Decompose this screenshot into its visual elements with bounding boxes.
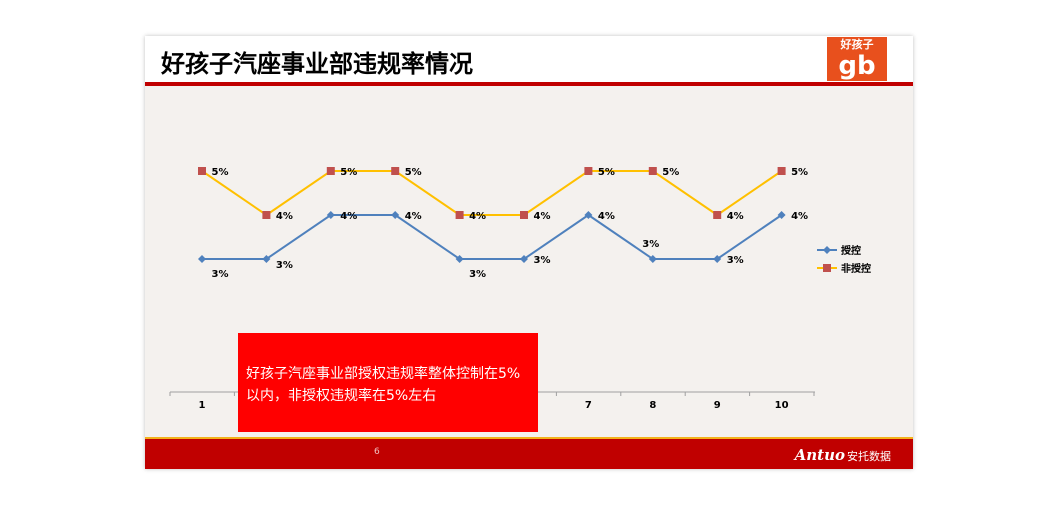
data-point-diamond (648, 255, 657, 263)
data-point-diamond (326, 211, 335, 219)
logo-top-text: 好孩子 (840, 38, 874, 51)
x-tick-label: 8 (649, 400, 656, 411)
callout-box: 好孩子汽座事业部授权违规率整体控制在5%以内，非授权违规率在5%左右 (238, 333, 538, 432)
legend-marker-diamond (823, 246, 831, 254)
x-tick-label: 7 (585, 400, 592, 411)
slide: 好孩子汽座事业部违规率情况 好孩子 gb 123456789103%3%4%4%… (145, 36, 913, 469)
data-label: 4% (340, 211, 357, 222)
logo-main-text: gb (838, 51, 876, 81)
data-point-diamond (713, 255, 722, 263)
data-label: 3% (534, 255, 551, 266)
data-point-square (648, 167, 657, 175)
data-label: 4% (469, 211, 486, 222)
brand-logo-text: Antuo (794, 446, 845, 464)
legend-label: 授控 (841, 244, 861, 257)
data-label: 4% (534, 211, 551, 222)
data-point-square (262, 211, 271, 219)
footer-bar: 6 Antuo 安托数据 (145, 437, 913, 469)
data-point-square (198, 167, 206, 175)
data-label: 4% (405, 211, 422, 222)
slide-header: 好孩子汽座事业部违规率情况 好孩子 gb (145, 36, 913, 86)
series-line-authorized (202, 213, 783, 260)
data-label: 5% (662, 167, 679, 178)
legend-label: 非授控 (841, 262, 871, 275)
data-point-square (777, 167, 786, 175)
data-label: 4% (727, 211, 744, 222)
data-label: 3% (212, 269, 229, 280)
data-point-square (713, 211, 722, 219)
data-label: 5% (212, 167, 229, 178)
data-label: 3% (727, 255, 744, 266)
data-point-square (391, 167, 400, 175)
data-point-diamond (198, 255, 206, 263)
data-label: 5% (791, 167, 808, 178)
brand-cn-text: 安托数据 (847, 450, 891, 463)
data-point-diamond (455, 255, 464, 263)
page-number: 6 (374, 447, 380, 457)
data-point-square (520, 211, 528, 219)
x-tick-label: 1 (199, 400, 206, 411)
data-point-diamond (520, 255, 528, 263)
gb-logo: 好孩子 gb (827, 37, 887, 81)
data-label: 4% (791, 211, 808, 222)
page-title: 好孩子汽座事业部违规率情况 (161, 50, 473, 78)
data-label: 3% (469, 269, 486, 280)
data-point-square (584, 167, 593, 175)
data-label: 5% (598, 167, 615, 178)
data-label: 5% (340, 167, 357, 178)
data-point-diamond (584, 211, 593, 219)
antuo-brand: Antuo 安托数据 (795, 445, 891, 464)
legend-marker-square (823, 264, 831, 272)
data-point-diamond (777, 211, 786, 219)
data-label: 3% (642, 239, 659, 250)
data-label: 5% (405, 167, 422, 178)
x-tick-label: 10 (775, 400, 789, 411)
x-tick-label: 9 (714, 400, 721, 411)
chart-area: 123456789103%3%4%4%3%3%4%3%3%4%5%4%5%5%4… (145, 86, 913, 436)
data-point-diamond (262, 255, 271, 263)
data-label: 4% (276, 211, 293, 222)
data-label: 4% (598, 211, 615, 222)
data-point-square (326, 167, 335, 175)
data-label: 3% (276, 260, 293, 271)
series-line-unauthorized (201, 170, 783, 217)
data-point-diamond (391, 211, 400, 219)
data-point-square (455, 211, 464, 219)
